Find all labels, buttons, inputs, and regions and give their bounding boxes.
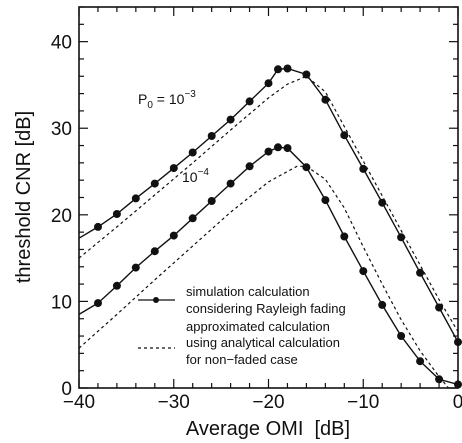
series-2-point <box>454 380 462 389</box>
series-2-point <box>207 197 216 205</box>
legend-entry1-line2: considering Rayleigh fading <box>186 301 346 316</box>
series-0-point <box>150 179 159 188</box>
x-tick-label: −40 <box>63 392 95 413</box>
series-2-point <box>397 332 406 340</box>
x-axis-title: Average OMI [dB] <box>186 418 350 440</box>
series-2-point <box>150 247 159 256</box>
series-0-point <box>264 79 273 88</box>
series-2-point <box>94 299 102 308</box>
series-line-2 <box>78 146 459 386</box>
y-tick-label: 10 <box>51 292 72 313</box>
y-tick-label: 40 <box>51 33 72 54</box>
series-2-point <box>245 162 254 171</box>
series-0-point <box>112 210 121 218</box>
annotation-1e-4: 10−4 <box>182 167 209 185</box>
series-2-point <box>435 375 444 384</box>
series-0-point <box>226 115 235 124</box>
series-line-0 <box>78 67 459 343</box>
series-0-point <box>416 268 425 277</box>
series-2-point <box>340 232 349 241</box>
series-2-point <box>169 231 178 240</box>
series-0-point <box>131 194 140 203</box>
series-2-point <box>416 357 425 366</box>
series-0-point <box>359 164 368 173</box>
series-0-point <box>435 303 444 312</box>
series-2-point <box>378 300 387 309</box>
y-tick-label: 0 <box>61 379 72 400</box>
series-0-point <box>169 164 178 173</box>
series-0-point <box>340 131 349 140</box>
series-2-point <box>283 144 292 153</box>
series-2-point <box>302 163 311 172</box>
series-2-point <box>188 214 197 223</box>
y-axis-title: threshold CNR [dB] <box>13 111 35 283</box>
series-2-point <box>321 196 330 205</box>
series-2-point <box>131 263 140 272</box>
legend-entry1-line1: simulation calculation <box>186 284 310 299</box>
series-0-point <box>321 95 330 104</box>
series-0-point <box>207 132 216 140</box>
series-0-point <box>397 233 406 242</box>
y-tick-label: 30 <box>51 119 72 140</box>
y-tick-label: 20 <box>51 206 72 227</box>
series-line-3 <box>78 165 449 389</box>
series-2-point <box>359 267 368 276</box>
ticks <box>78 6 459 389</box>
legend-entry2-line2: using analytical calculation <box>186 335 340 350</box>
series-2-point <box>112 281 121 290</box>
series-0-point <box>245 97 254 106</box>
series-2-point <box>274 143 282 152</box>
series-line-1 <box>78 75 459 333</box>
series-0-point <box>94 222 102 231</box>
series-2-point <box>226 179 235 188</box>
series-0-point <box>454 338 462 347</box>
x-tick-label: 0 <box>453 392 462 413</box>
legend-entry2-line1: approximated calculation <box>186 319 330 334</box>
tick-labels: −40 −30 −20 −10 0 0 10 20 30 40 <box>51 33 462 413</box>
x-tick-label: −30 <box>158 392 190 413</box>
legend: simulation calculation considering Rayle… <box>138 284 346 367</box>
legend-marker <box>153 297 159 303</box>
legend-entry2-line3: for non−faded case <box>186 352 298 367</box>
series-layer <box>78 64 462 389</box>
series-0-point <box>274 65 282 74</box>
x-tick-label: −10 <box>347 392 379 413</box>
series-2-point <box>264 147 273 156</box>
series-0-point <box>283 64 292 73</box>
annotation-p0-1e-3: P0 = 10−3 <box>138 89 196 111</box>
x-tick-label: −20 <box>252 392 284 413</box>
series-0-point <box>188 148 197 157</box>
